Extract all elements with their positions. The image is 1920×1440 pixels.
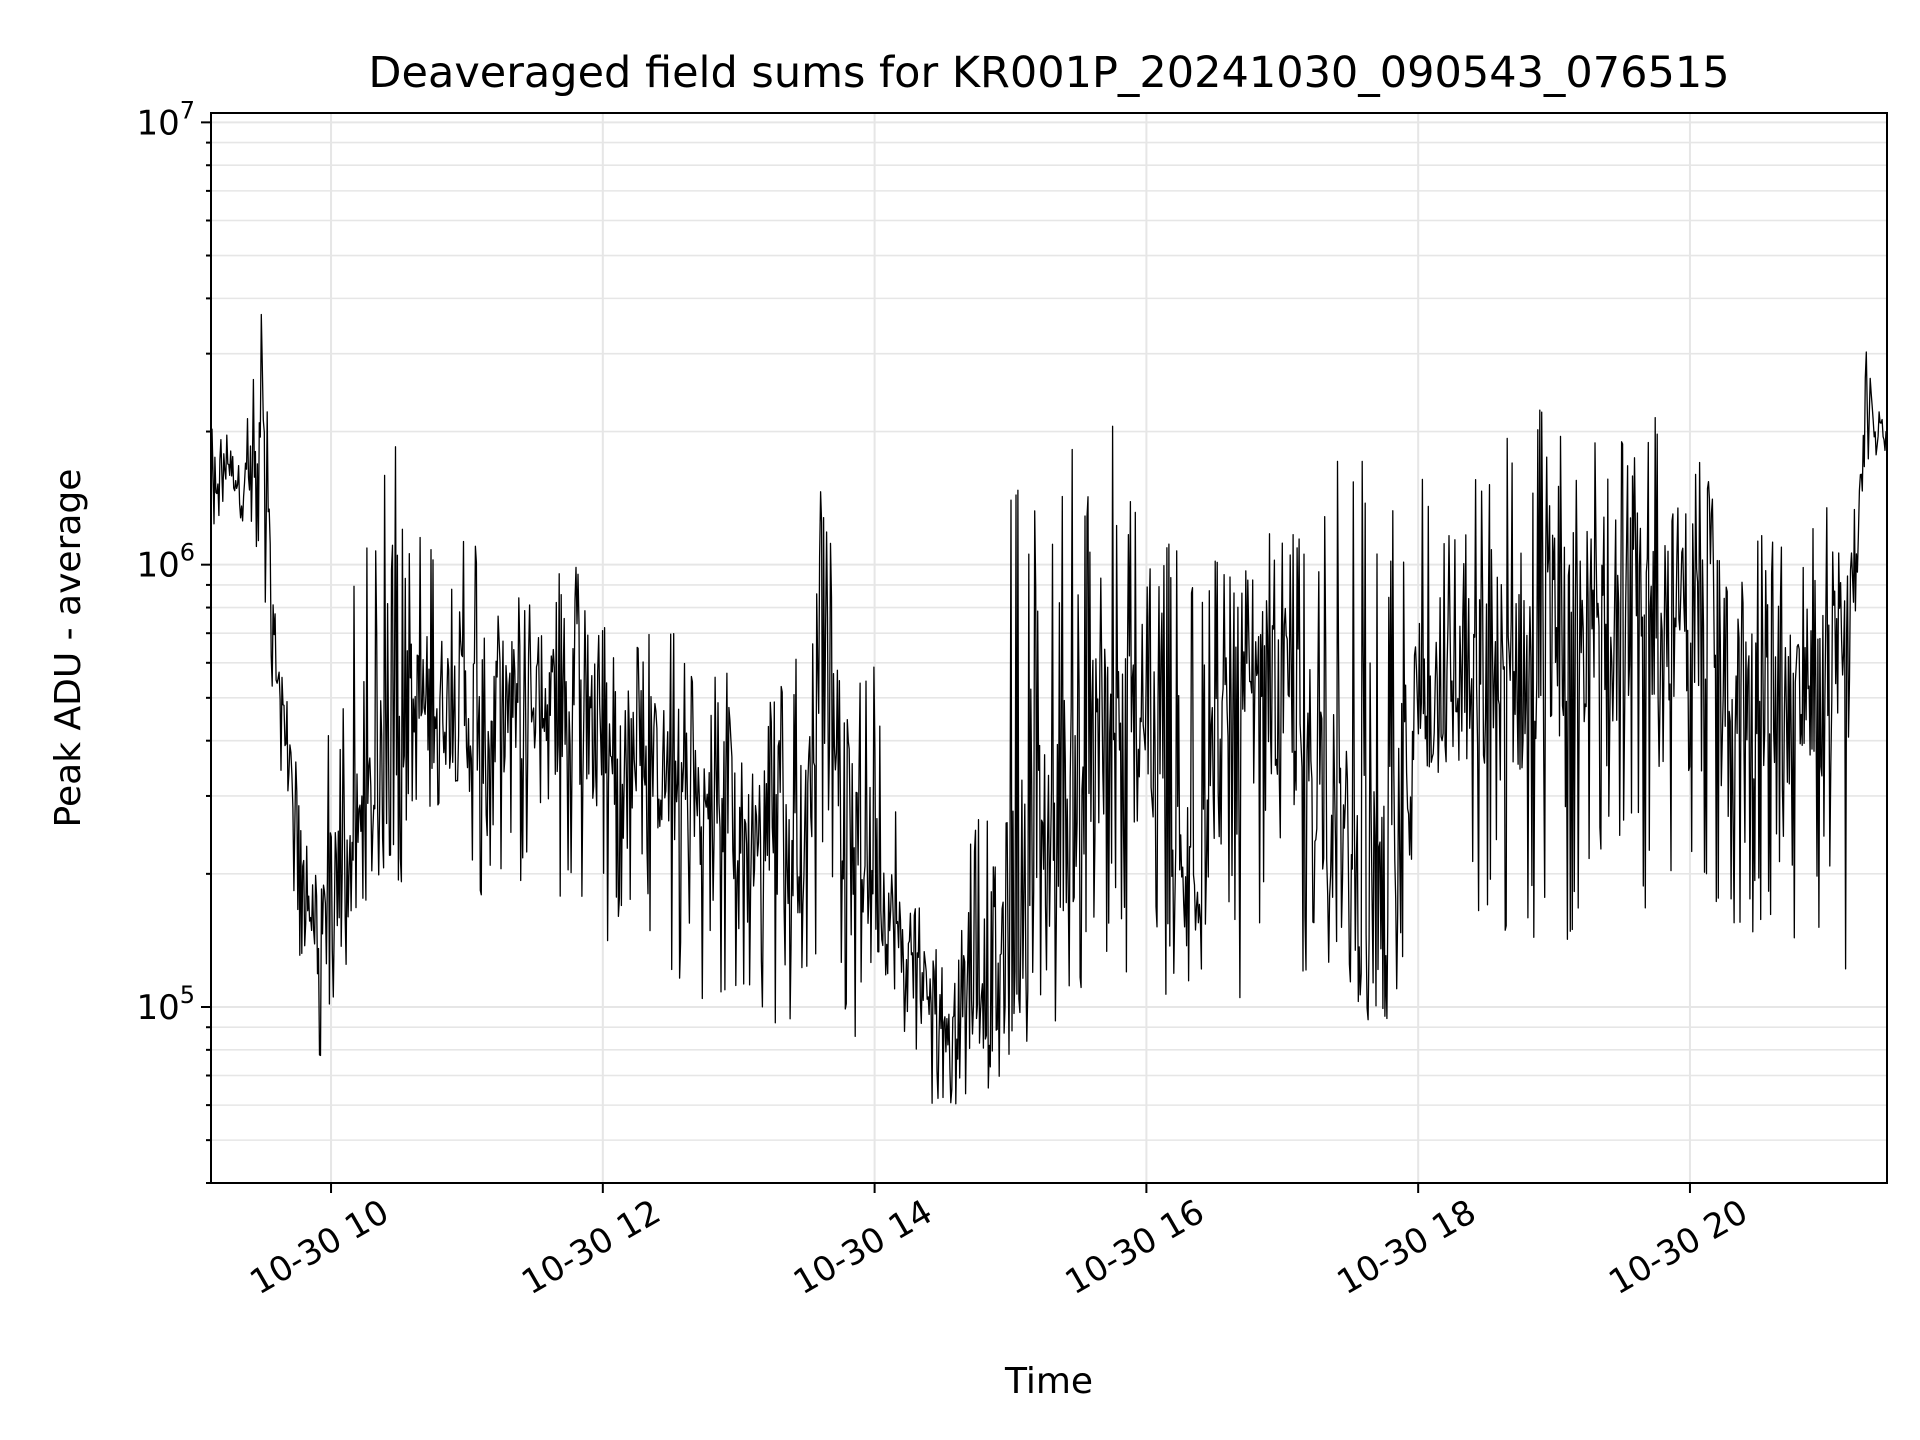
y-tick-exponent: 6 xyxy=(180,539,195,567)
y-tick-exponent: 7 xyxy=(180,96,195,124)
y-tick-base: 10 xyxy=(136,103,179,143)
y-tick-label: 107 xyxy=(136,96,195,143)
chart-title: Deaveraged field sums for KR001P_2024103… xyxy=(368,48,1729,98)
y-tick-label: 106 xyxy=(136,539,195,586)
y-tick-label: 105 xyxy=(136,981,195,1028)
x-axis-label: Time xyxy=(1004,1361,1093,1402)
y-tick-exponent: 5 xyxy=(180,981,195,1009)
series-layer xyxy=(210,313,1888,1105)
y-axis-label: Peak ADU - average xyxy=(48,469,89,828)
y-tick-base: 10 xyxy=(136,988,179,1028)
series-line xyxy=(210,313,1888,1105)
y-tick-base: 10 xyxy=(136,546,179,586)
plot-frame xyxy=(210,112,1888,1184)
